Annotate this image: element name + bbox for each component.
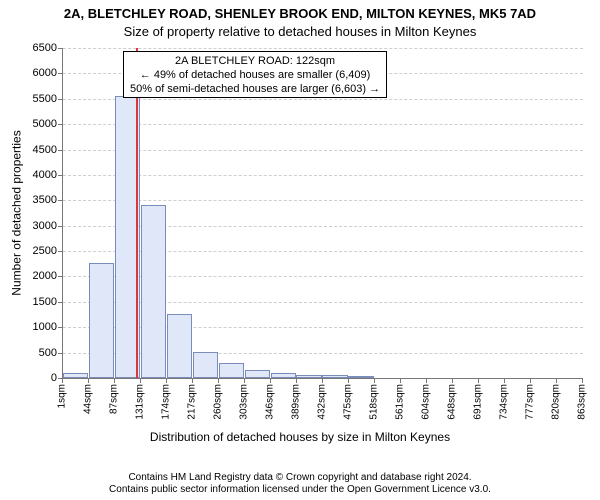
histogram-bar bbox=[271, 373, 296, 378]
annotation-line1: 2A BLETCHLEY ROAD: 122sqm bbox=[130, 55, 380, 69]
plot-area: 2A BLETCHLEY ROAD: 122sqm ← 49% of detac… bbox=[62, 48, 583, 379]
chart-title-line1: 2A, BLETCHLEY ROAD, SHENLEY BROOK END, M… bbox=[0, 6, 600, 21]
annotation-box: 2A BLETCHLEY ROAD: 122sqm ← 49% of detac… bbox=[123, 51, 387, 98]
histogram-bar bbox=[167, 314, 192, 378]
xtick-mark bbox=[270, 378, 271, 383]
ytick-label: 6500 bbox=[33, 42, 57, 54]
xtick-label: 432sqm bbox=[317, 384, 328, 420]
chart-container: 2A, BLETCHLEY ROAD, SHENLEY BROOK END, M… bbox=[0, 0, 600, 500]
histogram-bar bbox=[296, 375, 321, 378]
xtick-label: 518sqm bbox=[369, 384, 380, 420]
xtick-mark bbox=[348, 378, 349, 383]
ytick-label: 1000 bbox=[33, 321, 57, 333]
ytick-label: 3500 bbox=[33, 194, 57, 206]
ytick-label: 500 bbox=[39, 347, 57, 359]
xtick-mark bbox=[426, 378, 427, 383]
xtick-label: 260sqm bbox=[213, 384, 224, 420]
xtick-mark bbox=[166, 378, 167, 383]
x-axis: 1sqm44sqm87sqm131sqm174sqm217sqm260sqm30… bbox=[62, 378, 582, 438]
x-axis-label: Distribution of detached houses by size … bbox=[0, 430, 600, 444]
footer: Contains HM Land Registry data © Crown c… bbox=[0, 472, 600, 496]
histogram-bar bbox=[322, 375, 347, 378]
histogram-bar bbox=[63, 373, 88, 378]
xtick-label: 820sqm bbox=[551, 384, 562, 420]
y-axis-label-wrap: Number of detached properties bbox=[10, 48, 24, 378]
xtick-mark bbox=[582, 378, 583, 383]
ytick-label: 6000 bbox=[33, 67, 57, 79]
xtick-label: 389sqm bbox=[291, 384, 302, 420]
footer-line1: Contains HM Land Registry data © Crown c… bbox=[0, 472, 600, 484]
xtick-mark bbox=[400, 378, 401, 383]
xtick-mark bbox=[218, 378, 219, 383]
xtick-label: 1sqm bbox=[57, 384, 68, 408]
xtick-label: 777sqm bbox=[525, 384, 536, 420]
xtick-mark bbox=[296, 378, 297, 383]
xtick-label: 217sqm bbox=[187, 384, 198, 420]
footer-line2: Contains public sector information licen… bbox=[0, 484, 600, 496]
xtick-label: 648sqm bbox=[447, 384, 458, 420]
xtick-label: 174sqm bbox=[161, 384, 172, 420]
xtick-mark bbox=[62, 378, 63, 383]
xtick-label: 561sqm bbox=[395, 384, 406, 420]
xtick-label: 87sqm bbox=[109, 384, 120, 414]
annotation-line2: ← 49% of detached houses are smaller (6,… bbox=[130, 69, 380, 83]
xtick-label: 604sqm bbox=[421, 384, 432, 420]
xtick-label: 691sqm bbox=[473, 384, 484, 420]
ytick-label: 5500 bbox=[33, 93, 57, 105]
xtick-mark bbox=[88, 378, 89, 383]
xtick-mark bbox=[140, 378, 141, 383]
histogram-bar bbox=[348, 376, 373, 378]
xtick-mark bbox=[504, 378, 505, 383]
xtick-mark bbox=[530, 378, 531, 383]
histogram-bar bbox=[89, 263, 114, 378]
ytick-label: 2000 bbox=[33, 270, 57, 282]
xtick-mark bbox=[452, 378, 453, 383]
xtick-mark bbox=[478, 378, 479, 383]
histogram-bar bbox=[219, 363, 244, 378]
xtick-mark bbox=[244, 378, 245, 383]
xtick-mark bbox=[556, 378, 557, 383]
ytick-label: 4000 bbox=[33, 169, 57, 181]
xtick-label: 475sqm bbox=[343, 384, 354, 420]
xtick-label: 44sqm bbox=[83, 384, 94, 414]
ytick-label: 3000 bbox=[33, 220, 57, 232]
histogram-bar bbox=[141, 205, 166, 378]
ytick-label: 0 bbox=[51, 372, 57, 384]
xtick-label: 303sqm bbox=[239, 384, 250, 420]
xtick-mark bbox=[374, 378, 375, 383]
xtick-label: 734sqm bbox=[499, 384, 510, 420]
ytick-label: 1500 bbox=[33, 296, 57, 308]
histogram-bar bbox=[245, 370, 270, 378]
xtick-label: 131sqm bbox=[135, 384, 146, 420]
ytick-label: 5000 bbox=[33, 118, 57, 130]
xtick-mark bbox=[322, 378, 323, 383]
chart-title-line2: Size of property relative to detached ho… bbox=[0, 24, 600, 39]
y-axis-label: Number of detached properties bbox=[10, 130, 24, 295]
ytick-label: 2500 bbox=[33, 245, 57, 257]
xtick-label: 863sqm bbox=[577, 384, 588, 420]
xtick-label: 346sqm bbox=[265, 384, 276, 420]
xtick-mark bbox=[114, 378, 115, 383]
ytick-label: 4500 bbox=[33, 144, 57, 156]
xtick-mark bbox=[192, 378, 193, 383]
histogram-bar bbox=[193, 352, 218, 378]
annotation-line3: 50% of semi-detached houses are larger (… bbox=[130, 83, 380, 97]
